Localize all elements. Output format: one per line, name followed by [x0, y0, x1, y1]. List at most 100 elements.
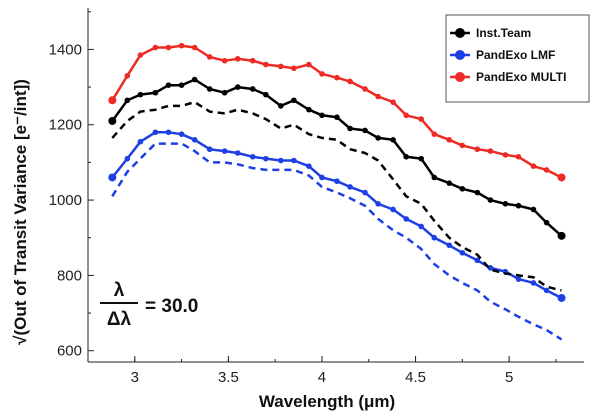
data-point: [306, 61, 312, 68]
data-point: [459, 249, 466, 256]
data-point: [277, 63, 284, 70]
data-point: [334, 114, 340, 121]
axes: [87, 8, 584, 363]
series-layer: [108, 42, 566, 341]
annotation-value: = 30.0: [145, 296, 198, 317]
data-point: [124, 72, 131, 79]
data-point: [557, 293, 566, 302]
data-point: [277, 103, 284, 109]
data-point: [390, 206, 396, 213]
data-point: [263, 155, 269, 162]
annotation-numerator: λ: [114, 280, 125, 301]
data-point: [249, 57, 256, 64]
annotation-denominator: Δλ: [107, 309, 132, 330]
data-point: [403, 216, 409, 222]
data-point: [178, 42, 185, 49]
legend: Inst.Team PandExo LMF PandExo MULTI: [445, 14, 590, 103]
y-tick-label: 600: [57, 343, 82, 360]
x-axis-title: Wavelength (μm): [259, 392, 395, 411]
data-point: [347, 184, 353, 190]
data-point: [234, 150, 241, 156]
data-point: [206, 54, 213, 60]
data-point: [234, 56, 241, 62]
data-point: [474, 146, 481, 153]
data-point: [152, 129, 159, 136]
data-point: [347, 78, 353, 85]
data-point: [206, 86, 213, 92]
data-point: [319, 174, 325, 181]
x-tick-label: 3: [131, 369, 139, 386]
data-point: [557, 173, 566, 182]
y-tick-label: 1400: [49, 41, 82, 58]
lambda-annotation: λ Δλ = 30.0: [100, 280, 198, 330]
data-point: [515, 202, 522, 209]
data-point: [221, 148, 228, 154]
data-point: [418, 116, 424, 122]
data-point: [108, 116, 117, 125]
legend-item: PandExo MULTI: [450, 70, 566, 84]
data-point: [291, 65, 297, 72]
data-point: [165, 82, 172, 89]
data-point: [362, 86, 368, 92]
series-line: [111, 142, 563, 341]
data-point: [249, 153, 256, 160]
series-line: [111, 78, 563, 237]
y-axis-title: √(Out of Transit Variance [e⁻/int]): [11, 79, 30, 345]
data-point: [306, 106, 312, 113]
y-tick-label: 800: [57, 267, 82, 284]
data-point: [334, 74, 340, 81]
data-point: [375, 135, 381, 141]
data-point: [375, 93, 381, 100]
data-point: [221, 89, 228, 96]
data-point: [418, 155, 424, 162]
data-point: [446, 242, 453, 249]
data-point: [221, 57, 228, 64]
data-point: [530, 163, 537, 169]
data-point: [431, 174, 438, 181]
data-point: [474, 189, 481, 196]
data-point: [124, 97, 131, 104]
data-point: [474, 257, 481, 264]
data-point: [165, 129, 172, 136]
data-point: [152, 44, 159, 51]
data-point: [306, 163, 312, 169]
data-point: [152, 89, 159, 96]
series-pandexo-multi: [108, 42, 566, 182]
x-tick-label: 4.5: [405, 369, 426, 386]
y-tick-labels: 600 800 1000 1200 1400: [49, 11, 94, 360]
data-point: [459, 142, 466, 149]
data-point: [137, 52, 144, 58]
data-point: [446, 180, 453, 186]
series-dashed-3: [111, 100, 562, 292]
data-point: [347, 125, 353, 132]
data-point: [108, 173, 117, 182]
data-point: [263, 91, 269, 98]
series-inst-team: [108, 76, 566, 240]
data-point: [543, 219, 550, 226]
legend-box: [445, 14, 590, 103]
data-point: [502, 201, 509, 207]
legend-swatch-marker: [455, 50, 465, 60]
legend-label: PandExo MULTI: [476, 70, 566, 84]
data-point: [530, 206, 537, 213]
series-dashed-4: [111, 142, 563, 341]
data-point: [249, 86, 256, 92]
data-point: [178, 131, 185, 137]
x-tick-label: 3.5: [218, 369, 239, 386]
data-point: [191, 44, 198, 51]
data-point: [191, 76, 198, 83]
data-point: [515, 276, 522, 282]
data-point: [403, 112, 409, 119]
data-point: [543, 167, 550, 173]
data-point: [137, 91, 144, 98]
data-point: [165, 44, 172, 51]
x-tick-labels: 3 3.5 4 4.5 5: [87, 356, 557, 386]
series-line: [111, 131, 563, 300]
data-point: [418, 223, 424, 230]
data-point: [178, 82, 185, 89]
data-point: [431, 234, 438, 241]
data-point: [543, 287, 550, 294]
legend-swatch-marker: [455, 28, 465, 38]
data-point: [375, 201, 381, 207]
y-tick-label: 1000: [49, 192, 82, 209]
